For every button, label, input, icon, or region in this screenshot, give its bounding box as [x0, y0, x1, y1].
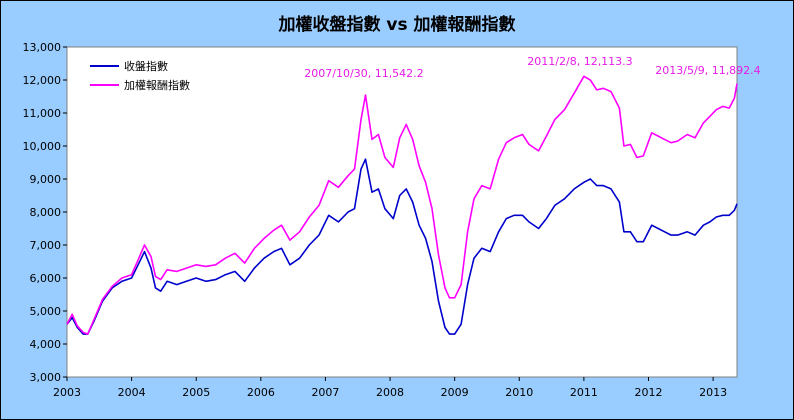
y-tick-label: 11,000 — [23, 107, 62, 120]
x-tick-label: 2005 — [182, 386, 210, 399]
legend-label: 收盤指數 — [124, 59, 168, 73]
annotations: 2007/10/30, 11,542.2 2011/2/8, 12,113.3 20… — [304, 55, 760, 80]
x-tick-label: 2008 — [376, 386, 404, 399]
peak-annotation: 2013/5/9, 11,892.4 — [655, 64, 760, 77]
series-line-return-index — [66, 75, 738, 335]
y-axis: 3,000 4,000 5,000 6,000 7,000 8,000 9,000 10,00… — [23, 41, 67, 384]
x-tick-label: 2011 — [570, 386, 598, 399]
y-tick-label: 8,000 — [30, 206, 62, 219]
y-tick-label: 5,000 — [30, 305, 62, 318]
x-tick-label: 2010 — [505, 386, 533, 399]
y-tick-label: 4,000 — [30, 338, 62, 351]
y-tick-label: 10,000 — [23, 140, 62, 153]
x-tick-label: 2003 — [53, 386, 81, 399]
y-tick-label: 3,000 — [30, 371, 62, 384]
series-line-close-index — [66, 158, 738, 335]
y-tick-label: 12,000 — [23, 74, 62, 87]
x-tick-label: 2007 — [311, 386, 339, 399]
y-tick-label: 7,000 — [30, 239, 62, 252]
x-axis: 2003 2004 2005 2006 2007 2008 2009 2010 2011 2012… — [53, 377, 727, 399]
x-tick-label: 2009 — [441, 386, 469, 399]
peak-annotation: 2011/2/8, 12,113.3 — [527, 55, 632, 68]
x-tick-label: 2013 — [699, 386, 727, 399]
chart-title: 加權收盤指數 vs 加權報酬指數 — [278, 15, 516, 35]
x-tick-label: 2012 — [634, 386, 662, 399]
peak-annotation: 2007/10/30, 11,542.2 — [304, 67, 423, 80]
plot-area — [66, 46, 738, 378]
legend-label: 加權報酬指數 — [124, 78, 190, 92]
y-tick-label: 9,000 — [30, 173, 62, 186]
x-tick-label: 2006 — [247, 386, 275, 399]
y-tick-label: 13,000 — [23, 41, 62, 54]
x-tick-label: 2004 — [118, 386, 146, 399]
series-lines — [66, 75, 738, 335]
y-tick-label: 6,000 — [30, 272, 62, 285]
